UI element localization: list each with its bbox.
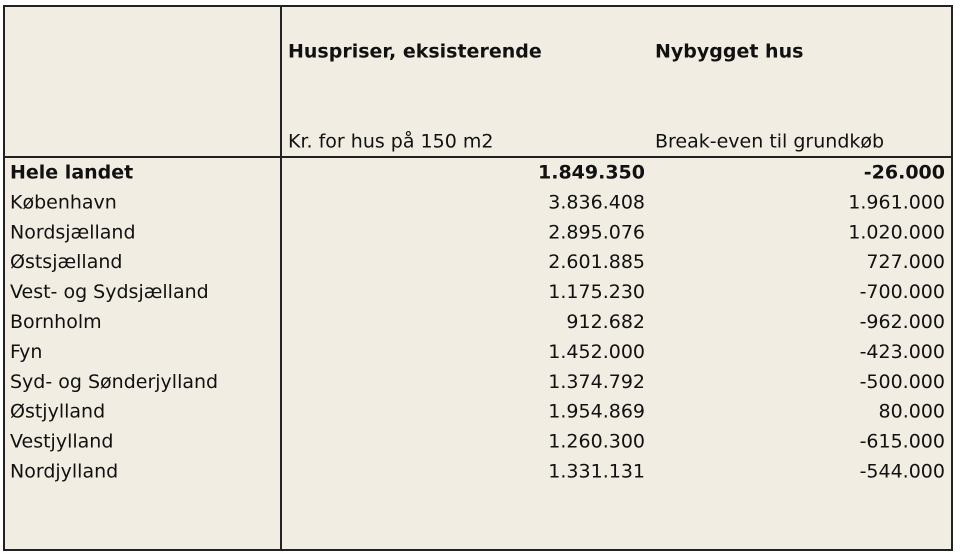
house-price: 3.836.408 (548, 191, 645, 213)
break-even: -26.000 (864, 162, 945, 184)
house-price: 1.849.350 (538, 162, 645, 184)
column-subtitle: Break-even til grundkøb (655, 131, 884, 153)
region-name: Østsjælland (10, 251, 122, 273)
house-price: 1.175.230 (548, 281, 645, 303)
column-subtitle: Kr. for hus på 150 m2 (288, 130, 493, 153)
region-name: Syd- og Sønderjylland (10, 371, 218, 393)
house-price: 2.601.885 (548, 251, 645, 273)
table-frame (3, 5, 953, 551)
break-even: -500.000 (860, 371, 945, 393)
region-name: Nordjylland (10, 461, 118, 483)
region-name: Østjylland (10, 401, 105, 423)
break-even: -423.000 (860, 341, 945, 363)
break-even: 1.961.000 (848, 191, 945, 213)
house-price: 2.895.076 (548, 221, 645, 243)
break-even: -962.000 (860, 311, 945, 333)
region-name: København (10, 191, 117, 213)
house-price: 1.374.792 (548, 371, 645, 393)
column-title: Nybygget hus (655, 41, 803, 63)
house-price: 1.954.869 (548, 401, 645, 423)
house-price: 1.260.300 (548, 431, 645, 453)
column-title: Huspriser, eksisterende (288, 41, 542, 63)
break-even: -615.000 (860, 431, 945, 453)
region-name: Nordsjælland (10, 221, 136, 243)
region-name: Bornholm (10, 311, 102, 333)
region-name: Fyn (10, 341, 42, 363)
break-even: 727.000 (866, 251, 945, 273)
house-price: 1.331.131 (548, 461, 645, 483)
break-even: -544.000 (860, 461, 945, 483)
region-name: Hele landet (10, 162, 133, 184)
break-even: 80.000 (879, 401, 945, 423)
house-price: 912.682 (566, 311, 645, 333)
region-name: Vest- og Sydsjælland (10, 281, 209, 303)
region-name: Vestjylland (10, 431, 113, 453)
break-even: -700.000 (860, 281, 945, 303)
break-even: 1.020.000 (848, 221, 945, 243)
house-price: 1.452.000 (548, 341, 645, 363)
